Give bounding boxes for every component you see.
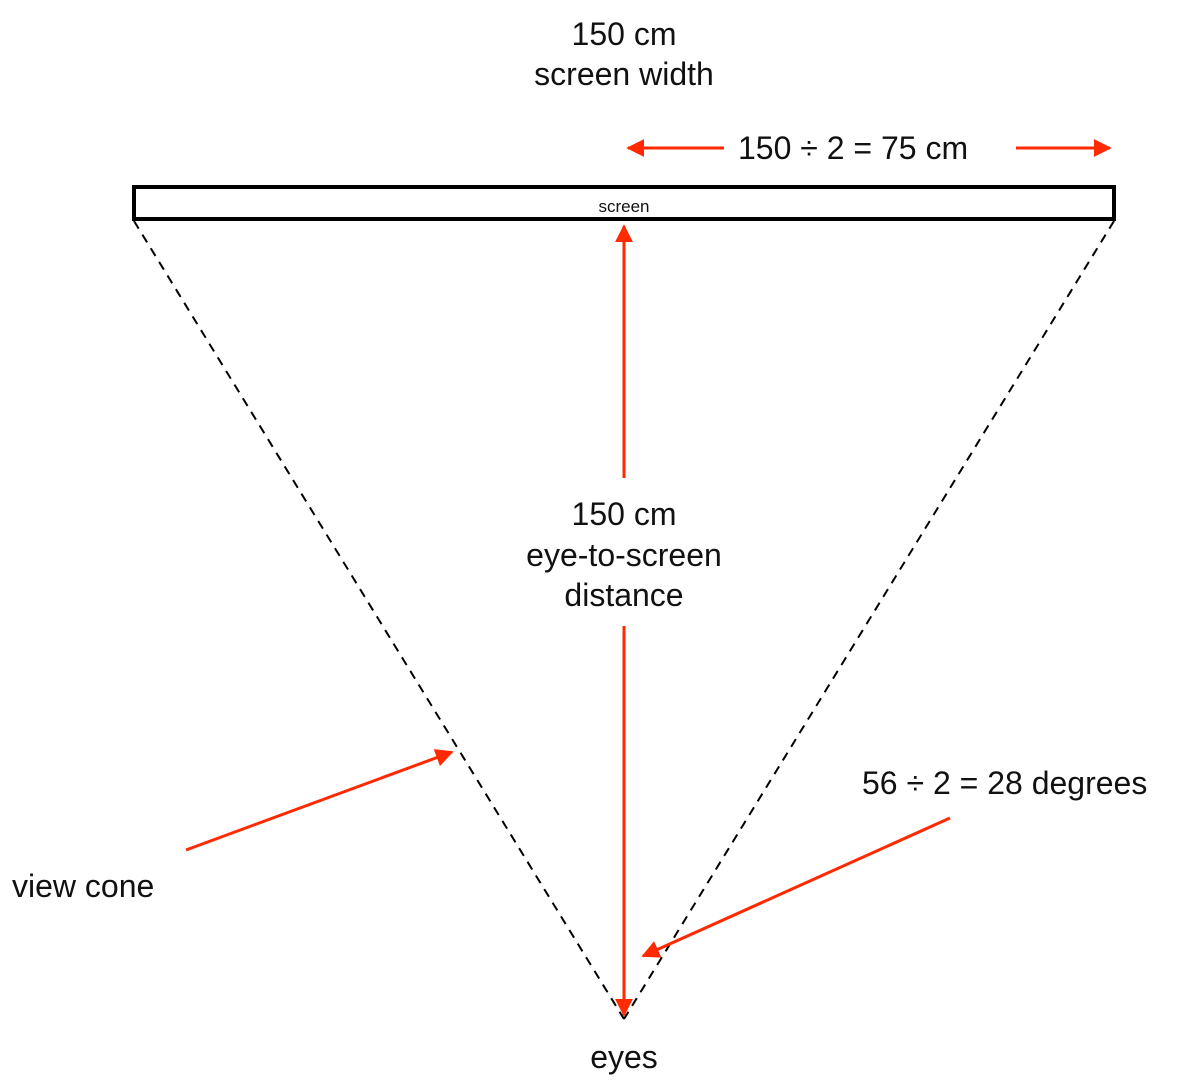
distance-caption-line-1: eye-to-screen [526, 537, 722, 573]
half-angle-label: 56 ÷ 2 = 28 degrees [862, 765, 1148, 801]
distance-value: 150 cm [571, 496, 677, 532]
screen-label: screen [598, 197, 649, 216]
half-width-label: 150 ÷ 2 = 75 cm [738, 130, 969, 166]
distance-caption-line-2: distance [564, 577, 684, 613]
screen-width-caption: screen width [534, 56, 714, 92]
view-cone-left-edge [133, 220, 625, 1020]
eyes-label: eyes [590, 1039, 658, 1075]
view-cone-right-edge [623, 220, 1115, 1020]
screen-rect [132, 185, 1116, 221]
half-angle-pointer-arrow [641, 816, 951, 958]
view-cone-pointer-arrow [185, 749, 454, 852]
view-cone-label: view cone [12, 868, 155, 904]
screen-width-value: 150 cm [571, 16, 677, 52]
